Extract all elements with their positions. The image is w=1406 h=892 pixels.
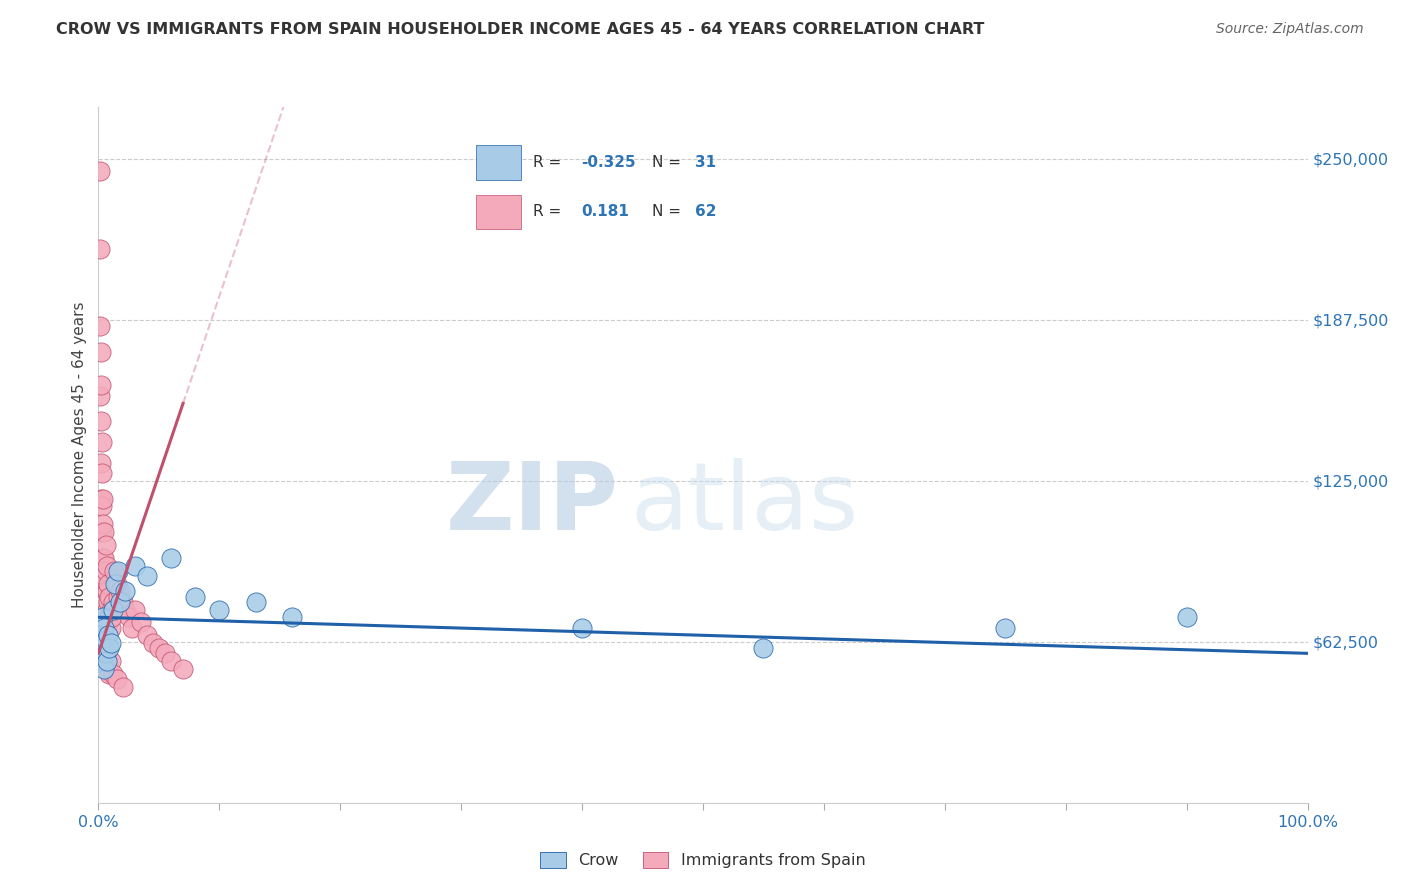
- Point: [752, 641, 775, 656]
- Point: [91, 610, 114, 624]
- Legend: Crow, Immigrants from Spain: Crow, Immigrants from Spain: [534, 846, 872, 875]
- Point: [90, 344, 112, 359]
- Point: [108, 584, 131, 599]
- Point: [91, 491, 114, 506]
- Point: [121, 621, 143, 635]
- Point: [135, 569, 157, 583]
- Point: [100, 602, 122, 616]
- Point: [281, 610, 304, 624]
- Point: [114, 602, 136, 616]
- Point: [96, 654, 118, 668]
- Point: [93, 569, 115, 583]
- Point: [91, 551, 114, 566]
- Point: [89, 164, 111, 178]
- Point: [97, 615, 120, 630]
- Point: [94, 564, 117, 578]
- Point: [94, 584, 117, 599]
- Point: [105, 672, 128, 686]
- Point: [89, 319, 111, 334]
- Point: [104, 576, 127, 591]
- Point: [571, 621, 593, 635]
- Point: [96, 654, 118, 668]
- Point: [114, 584, 136, 599]
- Point: [90, 414, 112, 428]
- Point: [101, 595, 124, 609]
- Point: [91, 517, 114, 532]
- Point: [90, 491, 112, 506]
- Point: [994, 621, 1017, 635]
- Point: [172, 662, 194, 676]
- Text: atlas: atlas: [630, 458, 859, 549]
- Point: [208, 602, 231, 616]
- Point: [90, 646, 112, 660]
- Point: [101, 602, 124, 616]
- Point: [100, 621, 122, 635]
- Point: [90, 378, 112, 392]
- Point: [124, 602, 146, 616]
- Point: [91, 435, 114, 450]
- Point: [93, 525, 115, 540]
- Point: [93, 636, 115, 650]
- Point: [98, 641, 121, 656]
- Point: [111, 680, 134, 694]
- Point: [111, 595, 134, 609]
- Point: [96, 602, 118, 616]
- Point: [105, 576, 128, 591]
- Point: [91, 500, 114, 514]
- Point: [97, 595, 120, 609]
- Point: [93, 662, 115, 676]
- Point: [100, 636, 122, 650]
- Point: [184, 590, 207, 604]
- Point: [98, 610, 121, 624]
- Point: [107, 590, 129, 604]
- Point: [245, 595, 267, 609]
- Point: [124, 558, 146, 573]
- Point: [91, 525, 114, 540]
- Point: [107, 564, 129, 578]
- Point: [90, 456, 112, 470]
- Point: [91, 646, 114, 660]
- Point: [94, 646, 117, 660]
- Point: [91, 628, 114, 642]
- Point: [160, 551, 183, 566]
- Point: [91, 654, 114, 668]
- Text: Source: ZipAtlas.com: Source: ZipAtlas.com: [1216, 22, 1364, 37]
- Point: [94, 633, 117, 648]
- Point: [97, 576, 120, 591]
- Point: [97, 662, 120, 676]
- Text: CROW VS IMMIGRANTS FROM SPAIN HOUSEHOLDER INCOME AGES 45 - 64 YEARS CORRELATION : CROW VS IMMIGRANTS FROM SPAIN HOUSEHOLDE…: [56, 22, 984, 37]
- Point: [1175, 610, 1198, 624]
- Point: [89, 242, 111, 256]
- Point: [98, 667, 121, 681]
- Y-axis label: Householder Income Ages 45 - 64 years: Householder Income Ages 45 - 64 years: [72, 301, 87, 608]
- Point: [142, 636, 165, 650]
- Point: [135, 628, 157, 642]
- Point: [96, 584, 118, 599]
- Point: [148, 641, 170, 656]
- Point: [108, 595, 131, 609]
- Point: [160, 654, 183, 668]
- Point: [118, 610, 141, 624]
- Point: [91, 654, 114, 668]
- Point: [94, 538, 117, 552]
- Point: [98, 590, 121, 604]
- Point: [100, 610, 122, 624]
- Text: ZIP: ZIP: [446, 458, 619, 549]
- Point: [103, 564, 125, 578]
- Point: [93, 621, 115, 635]
- Point: [91, 641, 114, 656]
- Point: [129, 615, 152, 630]
- Point: [91, 466, 114, 480]
- Point: [90, 615, 112, 630]
- Point: [96, 558, 118, 573]
- Point: [101, 667, 124, 681]
- Point: [89, 389, 111, 403]
- Point: [94, 646, 117, 660]
- Point: [90, 636, 112, 650]
- Point: [89, 636, 111, 650]
- Point: [97, 628, 120, 642]
- Point: [100, 654, 122, 668]
- Point: [153, 646, 176, 660]
- Point: [93, 551, 115, 566]
